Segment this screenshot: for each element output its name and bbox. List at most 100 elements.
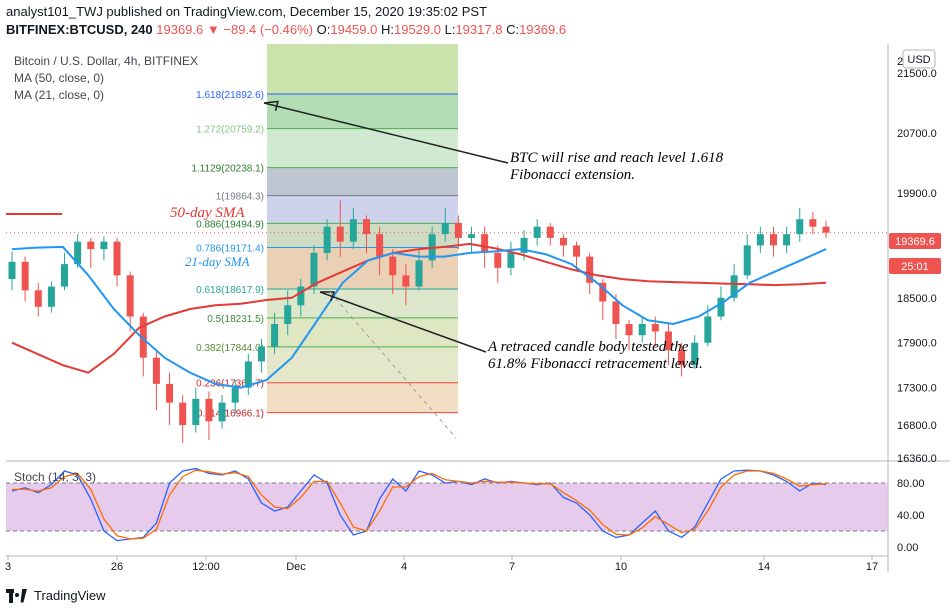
high-label: H: (380, 22, 394, 37)
candle-body (612, 301, 620, 325)
candle-body (402, 275, 410, 287)
candle-body (362, 219, 370, 235)
stoch-tick-label: 40.00 (897, 510, 925, 522)
symbol-ohlc-bar: BITFINEX:BTCUSD, 240 19369.6 ▼ −89.4 (−0… (6, 22, 566, 37)
candle-body (8, 261, 16, 280)
candle-body (126, 275, 134, 317)
tradingview-logo-icon (6, 588, 28, 603)
candle-body (231, 387, 239, 403)
candle-body (218, 402, 226, 422)
stoch-label: Stoch (14, 3, 3) (14, 470, 96, 484)
candle-body (796, 219, 804, 235)
annotation-bottom: A retraced candle body tested the 61.8% … (488, 339, 703, 373)
tradingview-brand: TradingView (34, 588, 106, 603)
stoch-band (6, 483, 888, 531)
fib-zone (267, 167, 458, 196)
candle-body (783, 234, 791, 246)
candle-body (244, 361, 252, 388)
fib-zone (267, 128, 458, 168)
countdown-badge-text: 25:01 (901, 261, 929, 273)
candle-body (769, 234, 777, 246)
legend-title: Bitcoin / U.S. Dollar, 4h, BITFINEX (14, 54, 199, 68)
candle-body (691, 342, 699, 366)
currency-button (902, 49, 936, 69)
candle-body (533, 226, 541, 238)
fib-level-label: 0.5(18231.5) (207, 314, 264, 325)
fib-zone (267, 317, 458, 347)
price-tick-label: 17300.0 (897, 383, 937, 395)
price-tick-label: 16800.0 (897, 420, 937, 432)
time-tick-label: Dec (286, 561, 306, 573)
time-tick-label: 14 (758, 561, 770, 573)
stoch-tick-label: 0.00 (897, 542, 918, 554)
candle-body (113, 241, 121, 276)
price-change: ▼ −89.4 (−0.46%) (206, 22, 313, 37)
candle-body (257, 346, 265, 362)
candle-body (192, 398, 200, 426)
candle-body (152, 357, 160, 384)
fib-level-label: 1.272(20759.2) (196, 125, 264, 136)
fib-zone-top (267, 44, 458, 94)
currency-label: USD (907, 54, 930, 66)
price-tick-label: 18500.0 (897, 293, 937, 305)
candle-body (651, 324, 659, 332)
time-tick-label: 7 (509, 561, 515, 573)
legend-ma50: MA (50, close, 0) (14, 71, 105, 85)
last-price: 19369.6 (156, 22, 204, 37)
sma21-text-label: 21-day SMA (185, 254, 250, 269)
candle-body (704, 316, 712, 343)
candle-body (376, 234, 384, 257)
candle-body (74, 241, 82, 265)
fib-level-label: 1.618(21892.6) (196, 90, 264, 101)
price-tick-label: 16360.0 (897, 453, 937, 465)
high-value: 19529.0 (393, 22, 441, 37)
open-value: 19459.0 (330, 22, 378, 37)
symbol-name: BITFINEX:BTCUSD, 240 (6, 22, 153, 37)
fib-level-label: 1(19864.3) (216, 192, 264, 203)
last-price-badge-text: 19369.6 (895, 236, 935, 248)
time-tick-label: 17 (866, 561, 878, 573)
fib-level-label: 0.114(16966.1) (197, 409, 264, 420)
candle-body (678, 350, 686, 366)
candle-body (573, 245, 581, 257)
ma21-line (11, 245, 827, 389)
candle-body (389, 256, 397, 276)
price-tick-label: 20700.0 (897, 128, 937, 140)
fib-zone (267, 288, 458, 318)
annotation-bottom-line1: A retraced candle body tested the (488, 339, 689, 355)
fib-level-label: 0.886(19494.9) (196, 219, 264, 230)
annotation-top: BTC will rise and reach level 1.618 Fibo… (510, 150, 723, 184)
fib-zone (267, 223, 458, 248)
legend-ma21: MA (21, close, 0) (14, 88, 105, 102)
candle-body (717, 297, 725, 317)
candle-body (336, 226, 344, 242)
time-tick-label: 12:00 (192, 561, 220, 573)
countdown-badge (889, 258, 941, 274)
publish-info: analyst101_TWJ published on TradingView.… (6, 4, 488, 19)
stoch-tick-label: 80.00 (897, 478, 925, 490)
candle-body (441, 222, 449, 235)
candle-body (100, 241, 108, 250)
candle-body (47, 286, 55, 307)
ma50-line (11, 242, 827, 374)
candle-body (546, 226, 554, 238)
annotation-top-line2: Fibonacci extension. (510, 167, 635, 183)
fib-zone (267, 247, 458, 289)
candle-body (21, 261, 29, 291)
candle-body (297, 286, 305, 306)
tradingview-logo[interactable]: TradingView (6, 588, 106, 603)
candle-body (166, 383, 174, 403)
fib-level-label: 0.382(17844.0) (196, 343, 264, 354)
close-value: 19369.6 (519, 22, 567, 37)
annotation-arrow-top (263, 102, 509, 164)
candle-body (310, 252, 318, 287)
stoch-d-line (12, 469, 827, 540)
time-tick-label: 10 (615, 561, 627, 573)
candle-body (179, 402, 187, 426)
candle-body (586, 256, 594, 283)
fib-level-label: 0.618(18617.9) (196, 285, 264, 296)
candle-body (756, 234, 764, 246)
candle-body (822, 226, 830, 233)
candle-body (507, 252, 515, 268)
